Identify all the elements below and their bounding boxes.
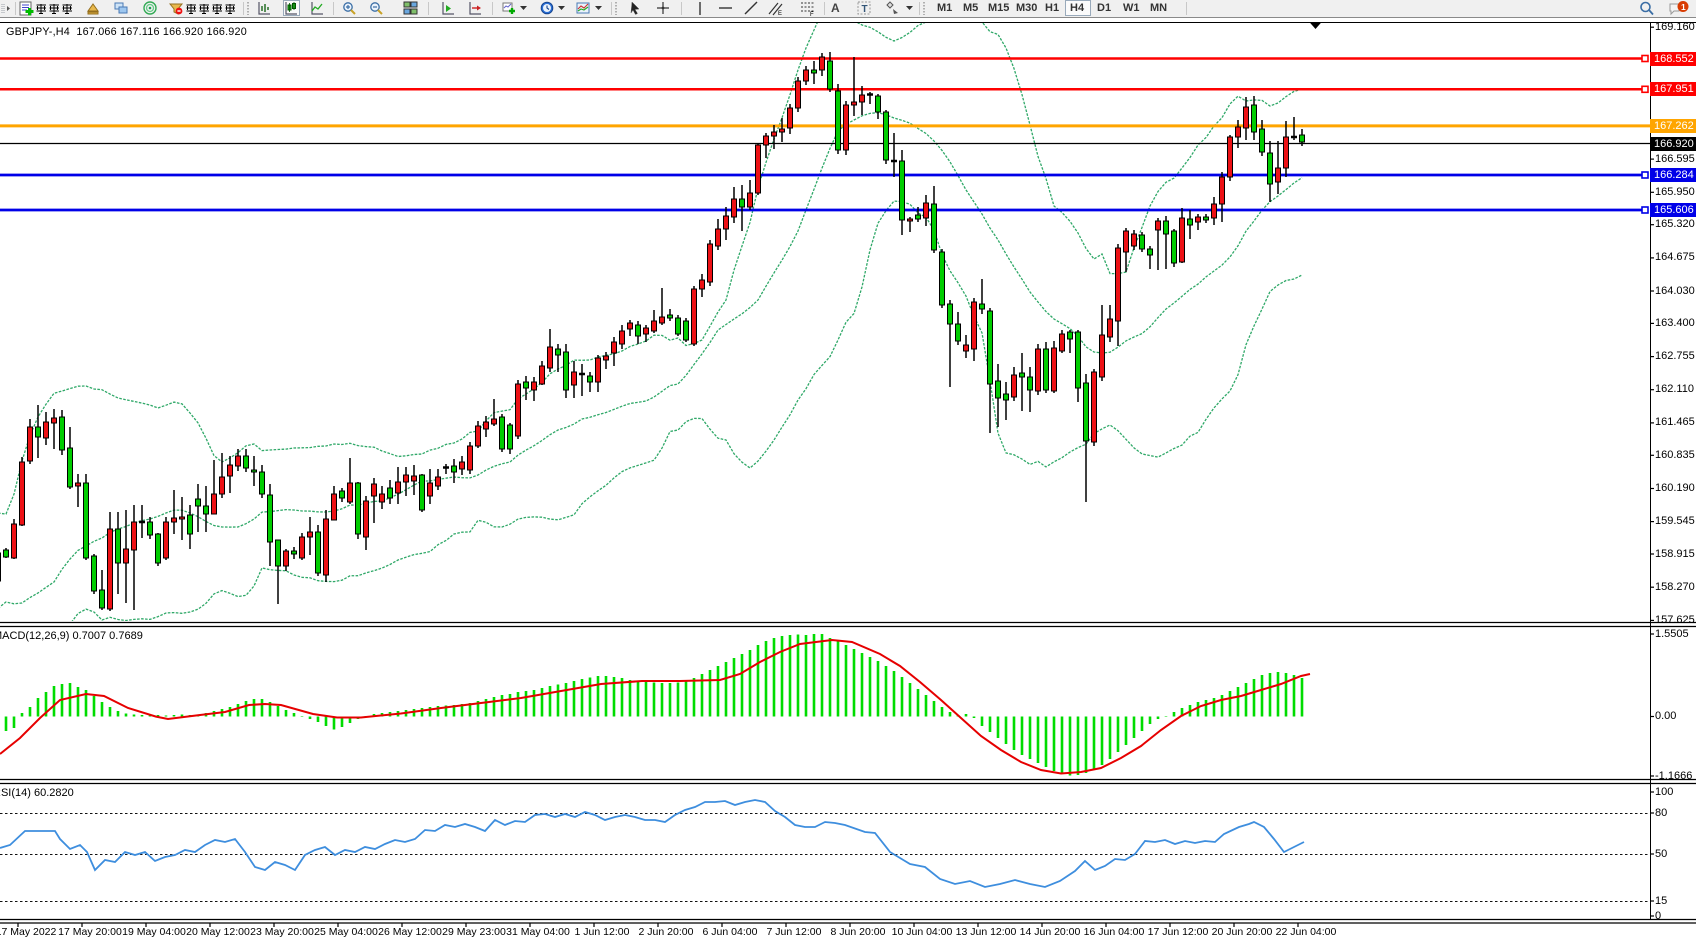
svg-text:1: 1: [1681, 2, 1686, 12]
svg-text:T: T: [862, 4, 868, 15]
svg-text:F: F: [810, 12, 814, 17]
svg-text:E: E: [778, 11, 782, 17]
